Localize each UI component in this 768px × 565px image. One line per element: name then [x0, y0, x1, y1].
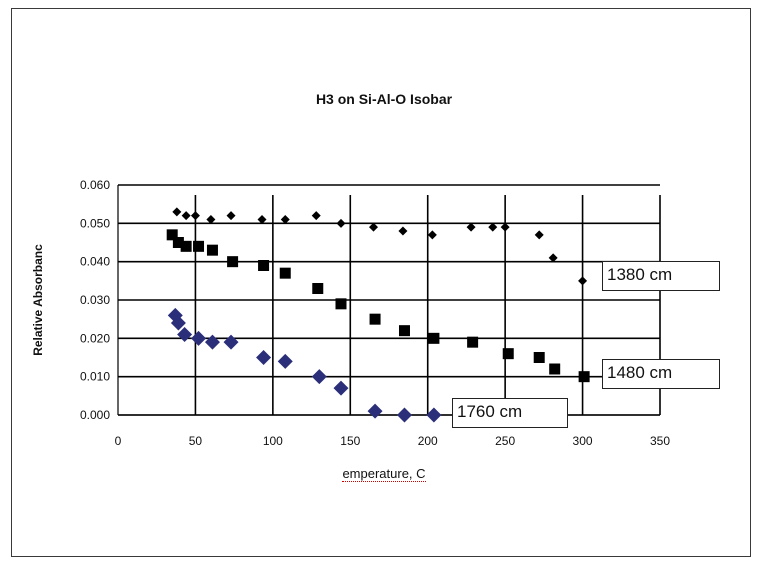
data-point-small-diamond: [548, 253, 558, 263]
annotation-1480: 1480 cm: [602, 359, 720, 389]
data-point-small-diamond: [172, 207, 182, 217]
data-point-square: [172, 237, 184, 248]
x-tick-label: 0: [115, 434, 122, 448]
data-point-square: [578, 371, 590, 383]
data-point-small-diamond: [500, 222, 510, 232]
data-point-square: [549, 363, 561, 375]
data-point-square: [502, 348, 514, 360]
data-point-diamond: [277, 353, 293, 369]
data-point-small-diamond: [427, 230, 437, 240]
data-point-diamond: [191, 330, 207, 346]
x-tick-label: 250: [495, 434, 515, 448]
data-point-diamond: [396, 407, 412, 423]
data-point-square: [180, 240, 192, 252]
data-point-square: [279, 267, 291, 279]
data-point-small-diamond: [206, 215, 216, 224]
y-tick-label: 0.050: [80, 216, 110, 230]
x-tick-label: 350: [650, 434, 670, 448]
y-tick-label: 0.000: [80, 408, 110, 422]
y-tick-label: 0.010: [80, 370, 110, 384]
data-point-small-diamond: [226, 211, 236, 221]
data-point-square: [206, 244, 218, 256]
data-point-square: [467, 336, 479, 348]
annotation-1380: 1380 cm: [602, 261, 720, 291]
data-point-small-diamond: [369, 222, 379, 232]
data-point-diamond: [170, 315, 186, 331]
data-point-small-diamond: [190, 211, 200, 221]
data-point-small-diamond: [181, 211, 191, 221]
data-point-square: [533, 352, 545, 363]
data-point-square: [369, 313, 381, 325]
data-point-diamond: [177, 327, 193, 342]
x-axis-label-text: emperature, C: [342, 466, 426, 482]
data-point-small-diamond: [534, 230, 544, 240]
data-point-diamond: [333, 380, 349, 396]
data-point-diamond: [256, 350, 272, 365]
data-point-diamond: [223, 334, 239, 350]
data-point-square: [166, 229, 178, 241]
y-tick-label: 0.030: [80, 293, 110, 307]
x-tick-label: 50: [189, 434, 203, 448]
data-point-diamond: [367, 403, 383, 419]
data-point-square: [312, 283, 324, 294]
data-point-square: [335, 298, 347, 310]
data-point-small-diamond: [336, 218, 346, 228]
data-point-small-diamond: [398, 226, 408, 236]
data-point-square: [428, 332, 440, 344]
x-axis-label: emperature, C: [0, 466, 768, 482]
y-tick-label: 0.060: [80, 178, 110, 192]
x-tick-label: 200: [418, 434, 438, 448]
data-point-small-diamond: [578, 276, 588, 286]
data-point-small-diamond: [280, 215, 290, 224]
y-tick-label: 0.040: [80, 255, 110, 269]
data-point-small-diamond: [466, 222, 476, 232]
data-point-square: [193, 240, 205, 252]
data-point-square: [258, 260, 270, 271]
data-point-diamond: [311, 369, 327, 385]
data-point-small-diamond: [488, 222, 498, 232]
data-point-diamond: [204, 334, 220, 350]
data-point-square: [398, 325, 410, 337]
data-point-small-diamond: [257, 215, 267, 224]
x-tick-label: 300: [573, 434, 593, 448]
chart-title: H3 on Si-Al-O Isobar: [315, 91, 453, 107]
x-tick-label: 100: [263, 434, 283, 448]
x-tick-label: 150: [340, 434, 360, 448]
annotation-1760: 1760 cm: [452, 398, 568, 428]
data-point-diamond: [426, 407, 442, 423]
data-point-square: [227, 256, 239, 268]
y-tick-label: 0.020: [80, 331, 110, 345]
data-point-small-diamond: [311, 211, 321, 221]
